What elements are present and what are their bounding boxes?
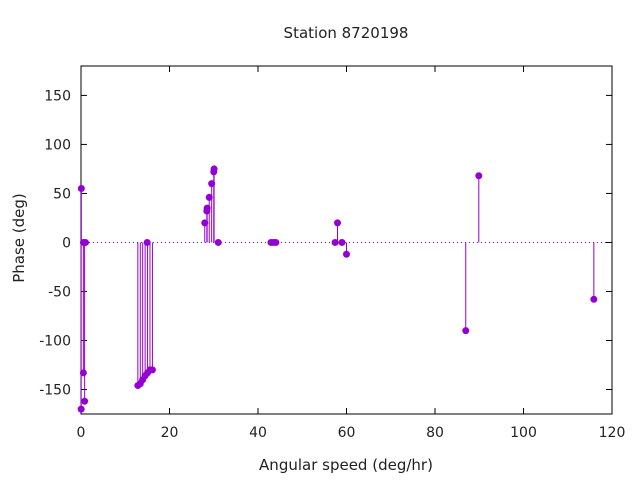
x-tick-label: 120 bbox=[599, 425, 626, 441]
plot-frame bbox=[80, 65, 613, 415]
chart-title: Station 8720198 bbox=[284, 24, 409, 42]
x-tick-label: 80 bbox=[426, 425, 444, 441]
data-point bbox=[203, 204, 211, 212]
data-point bbox=[462, 327, 470, 335]
data-point bbox=[272, 238, 280, 246]
data-point bbox=[82, 238, 90, 246]
y-tick-label: -150 bbox=[39, 382, 71, 398]
data-point bbox=[79, 369, 87, 377]
y-tick-label: 150 bbox=[44, 88, 71, 104]
x-tick-label: 100 bbox=[510, 425, 537, 441]
data-point bbox=[210, 165, 218, 173]
y-tick-label: 50 bbox=[53, 186, 71, 202]
y-tick-label: 100 bbox=[44, 137, 71, 153]
data-point bbox=[338, 238, 346, 246]
data-point bbox=[343, 250, 350, 258]
plot-area: 0 20 40 60 80 100 120 -150 -100 -50 0 50 100 150 bbox=[39, 65, 626, 441]
data-point bbox=[208, 180, 216, 188]
data-point bbox=[77, 405, 85, 413]
data-point bbox=[77, 185, 85, 193]
x-tick-label: 40 bbox=[249, 425, 267, 441]
y-tick-label: -50 bbox=[48, 284, 71, 300]
x-tick-label: 20 bbox=[161, 425, 179, 441]
data-point bbox=[475, 172, 483, 180]
data-point bbox=[148, 366, 156, 374]
x-tick-label: 0 bbox=[77, 425, 86, 441]
data-point bbox=[590, 295, 598, 303]
data-point bbox=[205, 193, 213, 201]
y-tick-label: -100 bbox=[39, 333, 71, 349]
data-point bbox=[143, 238, 151, 246]
data-point bbox=[334, 219, 342, 227]
y-axis-title: Phase (deg) bbox=[10, 193, 28, 283]
data-point bbox=[214, 238, 222, 246]
y-tick-label: 0 bbox=[62, 235, 71, 251]
x-axis-title: Angular speed (deg/hr) bbox=[259, 456, 433, 474]
data-point bbox=[201, 219, 209, 227]
x-tick-label: 60 bbox=[338, 425, 356, 441]
data-point bbox=[81, 397, 89, 405]
data-point bbox=[331, 238, 339, 246]
